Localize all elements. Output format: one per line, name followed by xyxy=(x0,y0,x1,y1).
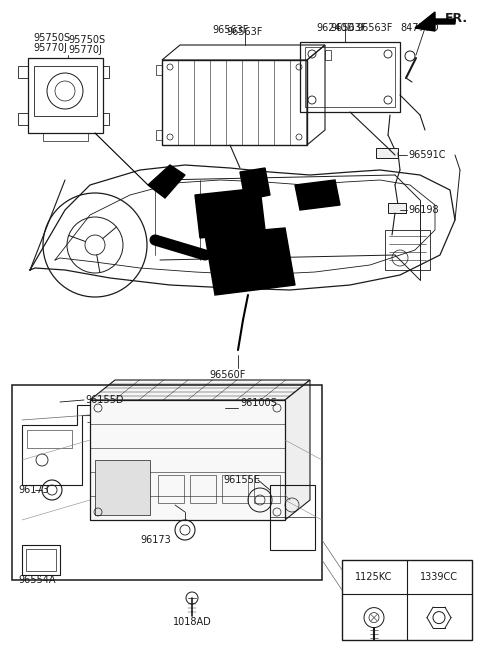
Bar xyxy=(43,133,88,141)
Polygon shape xyxy=(285,380,310,520)
Bar xyxy=(90,400,285,520)
Text: FR.: FR. xyxy=(445,12,468,25)
Bar xyxy=(388,203,406,213)
Bar xyxy=(156,65,162,75)
Text: 84777D: 84777D xyxy=(400,23,439,33)
Polygon shape xyxy=(90,380,310,400)
Bar xyxy=(22,545,60,575)
Text: 96155E: 96155E xyxy=(223,475,260,485)
Bar xyxy=(222,475,248,503)
Text: 95770J: 95770J xyxy=(68,45,102,55)
Bar xyxy=(158,475,184,503)
Bar xyxy=(190,475,216,503)
Text: 96554A: 96554A xyxy=(18,575,56,585)
Text: 96563F: 96563F xyxy=(212,25,248,35)
Bar xyxy=(300,42,400,112)
Polygon shape xyxy=(205,228,295,295)
Polygon shape xyxy=(240,168,270,200)
Text: 1125KC: 1125KC xyxy=(355,572,393,582)
Bar xyxy=(342,560,472,640)
Text: 96591C: 96591C xyxy=(408,150,445,160)
Bar xyxy=(385,230,430,270)
Text: 1339CC: 1339CC xyxy=(420,572,458,582)
Text: 96155D: 96155D xyxy=(85,395,123,405)
Text: 96240D: 96240D xyxy=(316,23,354,33)
Text: 96173: 96173 xyxy=(140,535,171,545)
Text: 96173: 96173 xyxy=(18,485,49,495)
Bar xyxy=(156,130,162,140)
Bar xyxy=(95,460,150,515)
Bar xyxy=(103,66,109,78)
Bar xyxy=(325,50,331,60)
Text: 95750S: 95750S xyxy=(68,35,105,45)
Bar xyxy=(103,113,109,125)
Bar xyxy=(26,549,56,571)
Bar xyxy=(28,58,103,133)
Bar xyxy=(18,113,28,125)
Text: 96563F: 96563F xyxy=(227,27,263,37)
Bar xyxy=(376,148,398,158)
Text: 96563F: 96563F xyxy=(330,23,366,33)
Bar xyxy=(18,66,28,78)
Text: 96560F: 96560F xyxy=(210,370,246,380)
Text: 96100S: 96100S xyxy=(240,398,277,408)
Polygon shape xyxy=(295,180,340,210)
Bar xyxy=(12,385,322,580)
Polygon shape xyxy=(148,165,185,198)
Polygon shape xyxy=(195,188,265,238)
Text: 96563F: 96563F xyxy=(357,23,393,33)
Polygon shape xyxy=(415,12,455,31)
Bar xyxy=(270,485,315,550)
Bar xyxy=(305,47,395,107)
Text: 96198: 96198 xyxy=(408,205,439,215)
Bar xyxy=(34,66,97,116)
Text: 1018AD: 1018AD xyxy=(173,617,211,627)
Text: 95750S: 95750S xyxy=(33,33,70,43)
Bar xyxy=(162,60,307,145)
Bar xyxy=(254,475,280,503)
Bar xyxy=(27,430,72,448)
Text: 95770J: 95770J xyxy=(33,43,67,53)
